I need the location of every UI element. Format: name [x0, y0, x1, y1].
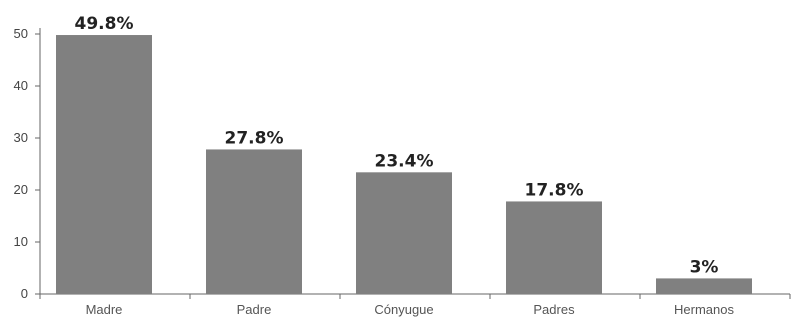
y-tick-label: 50 — [14, 26, 28, 41]
bar — [506, 201, 602, 294]
y-axis: 0 10 20 30 40 50 — [14, 26, 41, 301]
bar-data-label: 3% — [690, 257, 719, 277]
x-axis — [39, 293, 791, 299]
x-category-label: Cónyugue — [374, 302, 433, 317]
bar — [356, 172, 452, 294]
bar — [56, 35, 152, 294]
x-category-label: Madre — [86, 302, 123, 317]
bar-data-label: 17.8% — [525, 180, 584, 200]
bar-data-label: 49.8% — [75, 14, 134, 34]
bar — [206, 149, 302, 294]
y-tick-label: 30 — [14, 130, 28, 145]
x-category-label: Padres — [533, 302, 575, 317]
bar-data-label: 27.8% — [225, 128, 284, 148]
bar-data-label: 23.4% — [375, 151, 434, 171]
category-labels: Madre Padre Cónyugue Padres Hermanos — [86, 302, 735, 317]
data-labels: 49.8% 27.8% 23.4% 17.8% 3% — [75, 14, 719, 277]
x-category-label: Padre — [237, 302, 272, 317]
x-category-label: Hermanos — [674, 302, 734, 317]
y-tick-label: 40 — [14, 78, 28, 93]
bar — [656, 278, 752, 294]
y-tick-label: 10 — [14, 234, 28, 249]
y-tick-label: 0 — [21, 286, 28, 301]
y-tick-label: 20 — [14, 182, 28, 197]
bars — [56, 35, 752, 294]
